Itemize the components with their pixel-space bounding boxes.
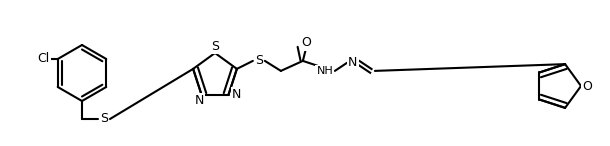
Text: S: S [211,40,219,53]
Text: O: O [582,80,592,93]
Text: O: O [301,36,311,49]
Text: N: N [348,56,357,69]
Text: S: S [100,113,108,126]
Text: N: N [195,94,204,107]
Text: S: S [255,54,263,67]
Text: Cl: Cl [37,53,50,66]
Text: N: N [232,88,241,101]
Text: NH: NH [317,66,333,76]
